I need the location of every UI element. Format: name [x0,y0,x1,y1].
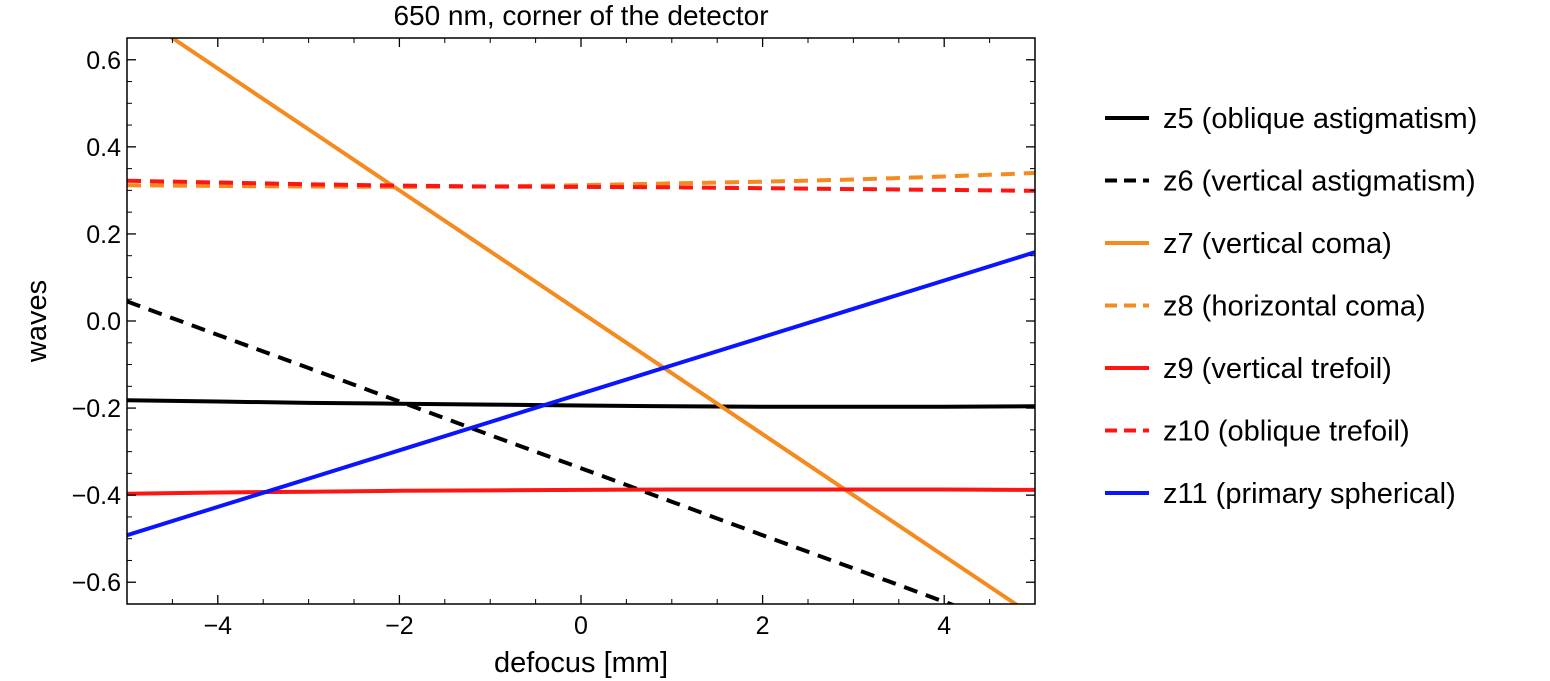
x-tick-label: 0 [574,612,588,640]
y-tick-label: 0.2 [86,221,121,249]
y-axis-title: waves [21,280,53,363]
y-tick-label: −0.6 [72,569,121,597]
legend-label-5: z9 (vertical trefoil) [1163,353,1392,385]
x-tick-label: −2 [385,612,414,640]
legend: z5 (oblique astigmatism) z6 (vertical ast… [1105,103,1477,510]
series-line-2 [127,299,957,604]
series-line-5 [127,487,1035,496]
legend-label-3: z7 (vertical coma) [1163,228,1392,260]
series-line-4 [127,171,1035,189]
ticks-layer: −4 −2 0 2 4 −0.6 −0.4 −0.2 0.0 0.2 0.4 0.6 [72,37,1036,640]
series-line-3 [168,38,1020,604]
legend-label-2: z6 (vertical astigmatism) [1163,166,1476,198]
series-line-7 [127,250,1035,538]
legend-label-1: z5 (oblique astigmatism) [1163,103,1477,135]
series-layer [127,38,1035,604]
y-tick-label: −0.2 [72,395,121,423]
x-tick-label: −4 [204,612,233,640]
chart-title: 650 nm, corner of the detector [393,0,768,31]
legend-label-6: z10 (oblique trefoil) [1163,416,1410,448]
legend-label-4: z8 (horizontal coma) [1163,291,1426,323]
y-tick-label: 0.6 [86,47,121,75]
x-tick-label: 4 [937,612,951,640]
series-line-1 [127,398,1035,409]
y-tick-label: 0.4 [86,134,121,162]
y-tick-label: −0.4 [72,482,121,510]
legend-label-7: z11 (primary spherical) [1163,478,1456,510]
plot-frame [126,37,1036,605]
x-axis-title: defocus [mm] [494,647,668,679]
x-tick-label: 2 [756,612,770,640]
y-tick-label: 0.0 [86,308,121,336]
series-line-6 [127,178,1035,193]
